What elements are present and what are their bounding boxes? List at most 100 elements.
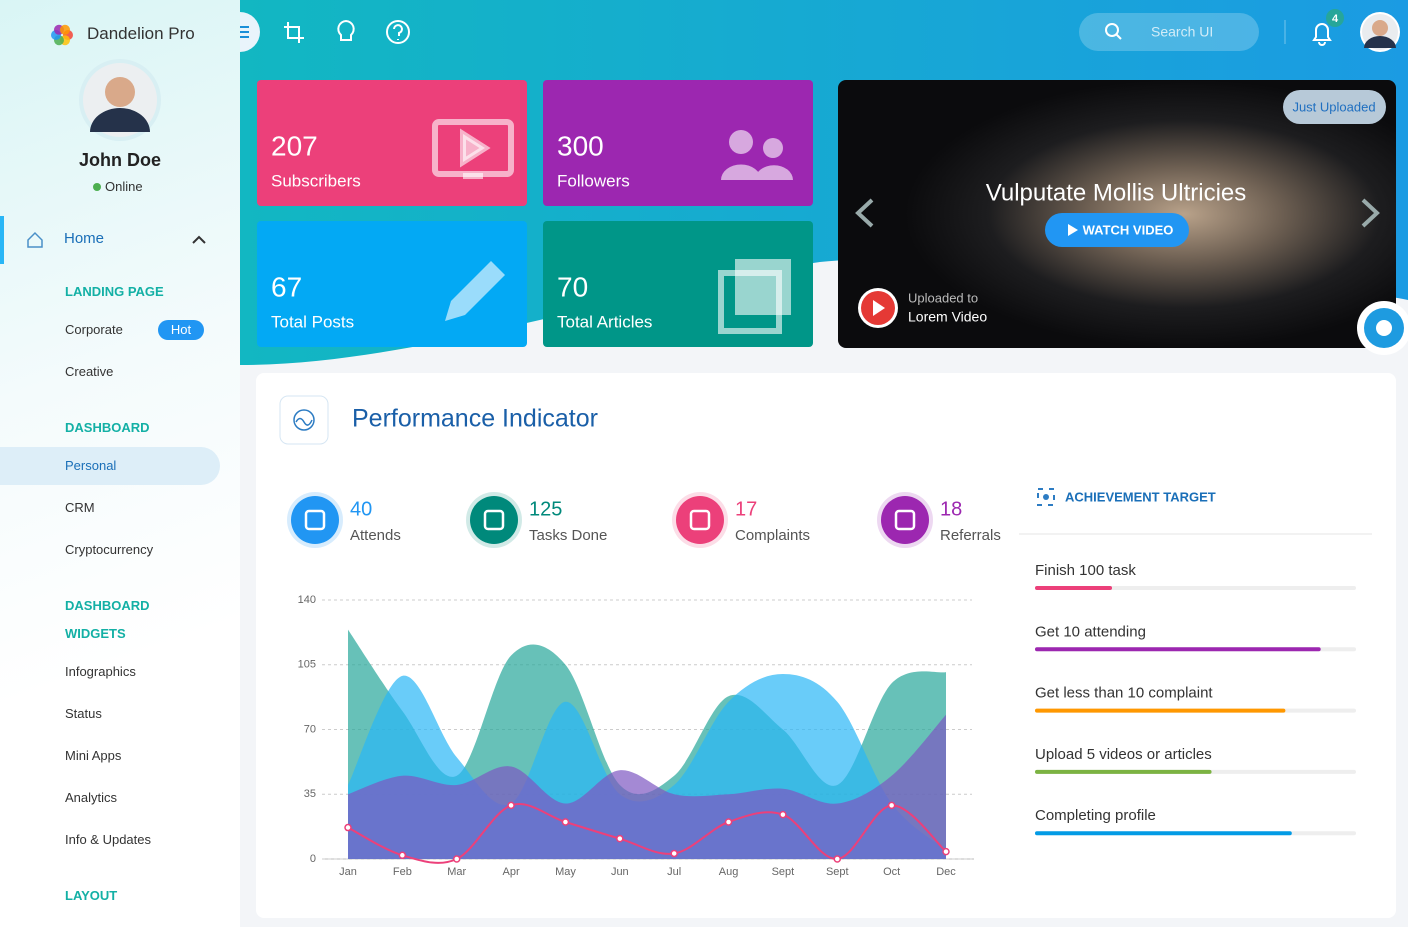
counter-label: Referrals xyxy=(940,527,1001,544)
stat-card[interactable] xyxy=(543,221,813,347)
menu-heading: DASHBOARD WIDGETS xyxy=(65,598,150,641)
menu-home[interactable]: Home xyxy=(64,230,105,247)
collapse-icon xyxy=(192,235,206,244)
x-tick-label: Jan xyxy=(339,866,357,878)
brand-name: Dandelion Pro xyxy=(87,24,195,43)
line-point xyxy=(398,851,407,860)
avatar-body xyxy=(90,108,150,132)
counter-glyph xyxy=(304,509,326,531)
menu-item[interactable]: Cryptocurrency xyxy=(65,542,154,557)
card-value: 67 xyxy=(271,271,302,302)
target-dot xyxy=(1043,494,1049,500)
panel-icon-box xyxy=(279,395,329,445)
play-icon xyxy=(873,300,885,316)
progress-bar xyxy=(1035,708,1286,713)
menu-heading: LANDING PAGE xyxy=(65,284,164,299)
achievement-label: Get less than 10 complaint xyxy=(1035,685,1213,702)
menu-item[interactable]: Infographics xyxy=(65,664,136,679)
counter-glyph xyxy=(894,509,916,531)
top-avatar[interactable] xyxy=(1360,12,1400,52)
y-tick-label: 105 xyxy=(298,659,316,671)
line-point xyxy=(561,818,570,826)
x-tick-label: Aug xyxy=(719,866,739,878)
user-name: John Doe xyxy=(78,150,161,170)
menu-item[interactable]: Mini Apps xyxy=(65,748,122,763)
achievement-label: Upload 5 videos or articles xyxy=(1035,746,1212,763)
counter-glyph xyxy=(689,509,711,531)
achievement-title: ACHIEVEMENT TARGET xyxy=(1065,489,1216,504)
x-tick-label: Sept xyxy=(826,866,849,878)
watch-button[interactable] xyxy=(1045,213,1189,247)
card-icon xyxy=(729,130,753,154)
counter-value: 18 xyxy=(940,498,962,520)
play-icon-small xyxy=(1068,224,1078,236)
help-icon[interactable] xyxy=(386,20,410,44)
menu-item[interactable]: Corporate xyxy=(65,322,123,337)
line-point xyxy=(833,855,842,863)
badge-pill xyxy=(158,320,204,340)
search-handle xyxy=(1115,33,1122,40)
y-tick-label: 70 xyxy=(304,723,316,735)
menu-item[interactable]: Analytics xyxy=(65,790,118,805)
menu-item[interactable]: Status xyxy=(65,706,102,721)
achievement-label: Get 10 attending xyxy=(1035,623,1146,640)
menu-item[interactable]: CRM xyxy=(65,500,95,515)
idea-icon[interactable] xyxy=(337,19,355,41)
x-tick-label: May xyxy=(555,866,576,878)
home-icon xyxy=(27,231,43,248)
menu-item[interactable]: Personal xyxy=(65,458,117,473)
card-label: Total Posts xyxy=(271,312,354,331)
notification-badge xyxy=(1326,9,1344,27)
achievement-label: Finish 100 task xyxy=(1035,562,1136,579)
bell-icon[interactable] xyxy=(1312,23,1332,46)
x-tick-label: Oct xyxy=(883,866,900,878)
line-point xyxy=(887,801,896,810)
counter-label: Complaints xyxy=(735,527,810,544)
area-series xyxy=(348,714,946,859)
achievement-label: Completing profile xyxy=(1035,807,1156,824)
progress-track xyxy=(1035,586,1356,590)
active-highlight xyxy=(0,447,220,485)
uploaded-caption: Uploaded to xyxy=(908,290,978,305)
y-tick-label: 140 xyxy=(298,594,316,606)
card-icon xyxy=(460,128,491,179)
panel-icon-wave xyxy=(295,417,313,426)
x-tick-label: Sept xyxy=(772,866,795,878)
line-point xyxy=(779,810,787,819)
card-value: 207 xyxy=(271,130,318,161)
counter-icon xyxy=(676,496,724,544)
line-point xyxy=(724,818,733,826)
channel-name: Lorem Video xyxy=(908,309,987,325)
menu-heading: DASHBOARD xyxy=(65,420,150,435)
target-icon xyxy=(1037,488,1055,506)
card-value: 300 xyxy=(557,130,604,161)
card-icon xyxy=(763,138,783,158)
menu-heading: LAYOUT xyxy=(65,888,118,903)
counter-label: Attends xyxy=(350,527,401,544)
search-box[interactable] xyxy=(1079,13,1259,51)
menu-item[interactable]: Info & Updates xyxy=(65,832,151,847)
card-value: 70 xyxy=(557,271,588,302)
menu-item[interactable]: Creative xyxy=(65,364,114,379)
home-indicator xyxy=(0,216,4,264)
sidebar: Dandelion Pro John Doe Online Home LANDING P… xyxy=(0,0,240,927)
card-label: Subscribers xyxy=(271,171,361,190)
avatar-face xyxy=(105,77,135,107)
notification-count: 4 xyxy=(1332,13,1339,25)
panel-title: Performance Indicator xyxy=(352,405,598,433)
x-tick-label: Mar xyxy=(447,866,466,878)
prev-arrow[interactable] xyxy=(855,198,874,228)
status-dot xyxy=(93,183,101,191)
line-point xyxy=(670,849,678,858)
crop-icon[interactable] xyxy=(284,22,304,43)
user-status: Online xyxy=(105,179,143,194)
x-tick-label: Feb xyxy=(393,866,412,878)
x-tick-label: Dec xyxy=(936,866,956,878)
palette-icon xyxy=(1376,320,1392,336)
line-point xyxy=(616,834,624,843)
next-arrow[interactable] xyxy=(1361,198,1380,228)
y-tick-label: 0 xyxy=(310,853,316,865)
progress-bar xyxy=(1035,647,1321,652)
line-point xyxy=(507,801,515,810)
